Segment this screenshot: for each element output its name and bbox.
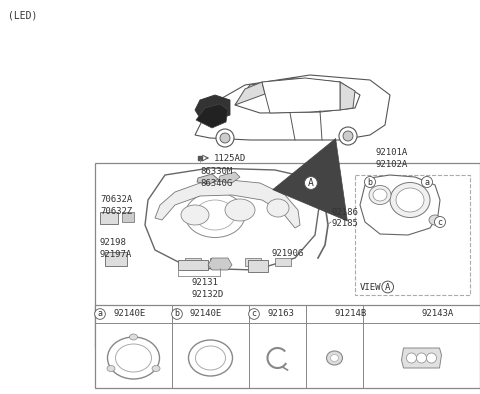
Bar bbox=[245, 258, 261, 266]
Ellipse shape bbox=[267, 199, 289, 217]
Ellipse shape bbox=[369, 186, 391, 204]
Ellipse shape bbox=[429, 215, 441, 225]
Bar bbox=[95, 163, 480, 348]
Ellipse shape bbox=[373, 189, 387, 201]
Polygon shape bbox=[155, 180, 300, 228]
Ellipse shape bbox=[108, 337, 159, 379]
Polygon shape bbox=[195, 75, 390, 140]
Text: 92163: 92163 bbox=[267, 310, 294, 318]
Circle shape bbox=[216, 129, 234, 147]
Polygon shape bbox=[340, 82, 355, 110]
Text: VIEW: VIEW bbox=[360, 282, 382, 292]
Ellipse shape bbox=[130, 334, 137, 340]
Text: 86330M
86340G: 86330M 86340G bbox=[200, 167, 232, 188]
Text: 92140E: 92140E bbox=[190, 310, 222, 318]
Ellipse shape bbox=[225, 199, 255, 221]
Text: a: a bbox=[424, 178, 430, 186]
Text: 1125AD: 1125AD bbox=[214, 154, 246, 162]
Text: A: A bbox=[385, 282, 390, 292]
Text: 92198
92197A: 92198 92197A bbox=[100, 238, 132, 259]
Text: (LED): (LED) bbox=[8, 10, 37, 20]
Bar bbox=[275, 258, 291, 266]
Polygon shape bbox=[197, 174, 218, 184]
Text: 91214B: 91214B bbox=[335, 310, 367, 318]
Text: 92186
92185: 92186 92185 bbox=[332, 208, 359, 229]
Text: 92101A
92102A: 92101A 92102A bbox=[375, 148, 407, 169]
Text: a: a bbox=[97, 310, 103, 318]
Polygon shape bbox=[218, 172, 240, 183]
Text: A: A bbox=[308, 178, 314, 188]
Ellipse shape bbox=[189, 340, 232, 376]
Text: c: c bbox=[252, 310, 256, 318]
Polygon shape bbox=[196, 104, 228, 128]
Polygon shape bbox=[208, 258, 232, 270]
Circle shape bbox=[417, 353, 427, 363]
Text: c: c bbox=[437, 217, 443, 227]
Text: b: b bbox=[175, 310, 180, 318]
Bar bbox=[185, 258, 201, 266]
Circle shape bbox=[427, 353, 436, 363]
Polygon shape bbox=[360, 175, 440, 235]
Text: 70632A
70632Z: 70632A 70632Z bbox=[100, 195, 132, 216]
Text: 92131
92132D: 92131 92132D bbox=[192, 278, 224, 299]
Ellipse shape bbox=[107, 366, 115, 372]
Ellipse shape bbox=[396, 188, 424, 212]
Bar bbox=[105, 252, 127, 266]
Polygon shape bbox=[145, 168, 320, 270]
Ellipse shape bbox=[195, 346, 226, 370]
Polygon shape bbox=[235, 78, 360, 113]
Circle shape bbox=[339, 127, 357, 145]
Bar bbox=[95, 305, 480, 388]
Circle shape bbox=[220, 133, 230, 143]
Text: 92140E: 92140E bbox=[113, 310, 145, 318]
Polygon shape bbox=[235, 82, 265, 105]
Bar bbox=[178, 260, 208, 270]
Polygon shape bbox=[195, 95, 230, 120]
Text: 92143A: 92143A bbox=[421, 310, 454, 318]
Polygon shape bbox=[401, 348, 442, 368]
Circle shape bbox=[407, 353, 417, 363]
Bar bbox=[122, 212, 134, 222]
Bar bbox=[355, 175, 470, 295]
Ellipse shape bbox=[390, 182, 430, 217]
Text: 92190G: 92190G bbox=[272, 249, 304, 258]
Circle shape bbox=[343, 131, 353, 141]
Ellipse shape bbox=[326, 351, 343, 365]
Polygon shape bbox=[262, 78, 340, 113]
Ellipse shape bbox=[331, 355, 338, 362]
Ellipse shape bbox=[181, 205, 209, 225]
Bar bbox=[100, 212, 118, 224]
Ellipse shape bbox=[152, 366, 160, 372]
Text: b: b bbox=[368, 178, 372, 186]
Bar bbox=[210, 258, 226, 266]
Bar bbox=[248, 260, 268, 272]
Ellipse shape bbox=[116, 344, 152, 372]
